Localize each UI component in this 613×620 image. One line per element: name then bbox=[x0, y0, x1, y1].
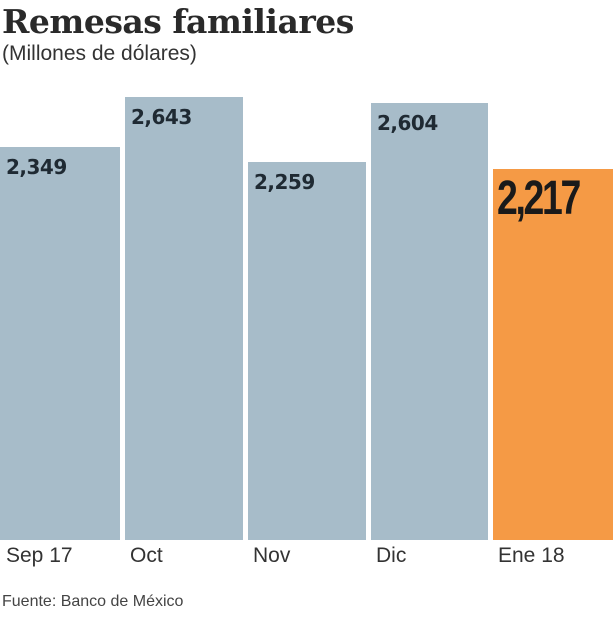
bar-nov: 2,259 bbox=[248, 162, 366, 540]
x-axis-label-sep-17: Sep 17 bbox=[6, 544, 73, 567]
x-axis-label-ene-18: Ene 18 bbox=[498, 544, 565, 567]
bar-dic: 2,604 bbox=[371, 103, 488, 540]
bar-value-label: 2,643 bbox=[131, 105, 192, 129]
bar-value-label-highlighted: 2,217 bbox=[497, 172, 581, 225]
bar-ene-18-highlighted: 2,217 bbox=[493, 169, 613, 540]
bar-sep-17: 2,349 bbox=[0, 147, 120, 540]
bar-value-label: 2,349 bbox=[6, 155, 67, 179]
chart-subtitle: (Millones de dólares) bbox=[2, 42, 197, 65]
x-axis-label-oct: Oct bbox=[130, 544, 163, 567]
x-axis-label-nov: Nov bbox=[253, 544, 291, 567]
bar-oct: 2,643 bbox=[125, 97, 243, 540]
source-note: Fuente: Banco de México bbox=[2, 593, 184, 610]
bar-value-label: 2,259 bbox=[254, 170, 315, 194]
chart-title: Remesas familiares bbox=[2, 2, 354, 41]
bar-value-label: 2,604 bbox=[377, 111, 438, 135]
x-axis-label-dic: Dic bbox=[376, 544, 407, 567]
